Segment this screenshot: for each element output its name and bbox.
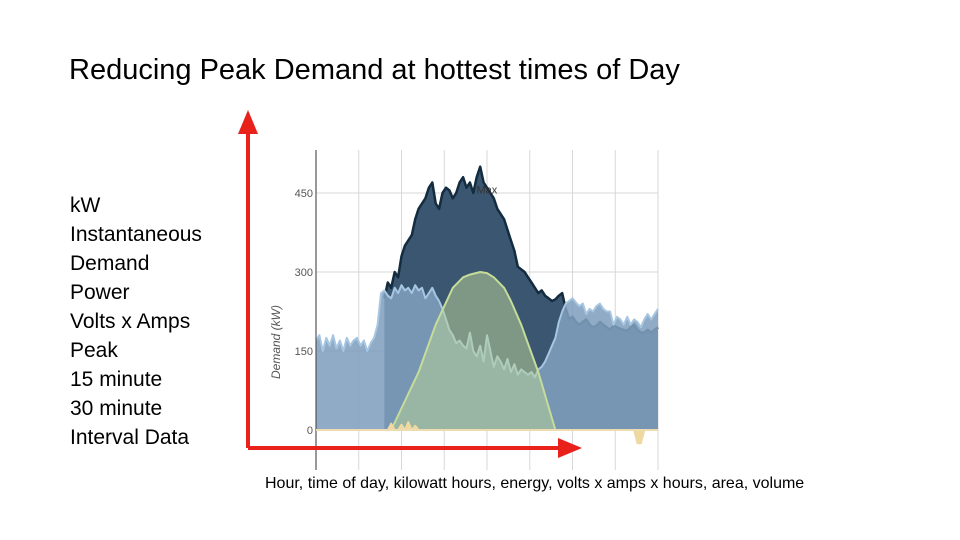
bullet-item: Power — [70, 281, 130, 304]
bullet-item: kW — [70, 194, 101, 217]
y-tick-label: 0 — [307, 425, 313, 437]
chart-axes — [315, 150, 658, 470]
axis-arrows — [238, 110, 582, 458]
bullet-item: Instantaneous — [70, 223, 202, 246]
horizontal-arrowhead — [558, 438, 582, 458]
bullet-item: 30 minute — [70, 397, 163, 420]
slide-title: Reducing Peak Demand at hottest times of… — [69, 54, 680, 86]
y-tick-label: 450 — [295, 188, 313, 200]
solar-area — [391, 272, 556, 430]
max-annotation: Max — [476, 184, 497, 196]
bullet-item: Peak — [70, 339, 118, 362]
bullet-item: Interval Data — [70, 426, 190, 449]
y-axis-label: Demand (kW) — [269, 305, 283, 379]
solar-line — [390, 271, 557, 431]
chart-tick-labels: 0 150 300 450 — [295, 188, 313, 437]
storage-area — [316, 422, 658, 444]
y-tick-label: 150 — [295, 346, 313, 358]
bullet-item: Volts x Amps — [70, 310, 191, 333]
y-tick-label: 300 — [295, 267, 313, 279]
chart-areas — [315, 165, 659, 445]
x-axis-caption: Hour, time of day, kilowatt hours, energ… — [265, 475, 805, 492]
bullet-item: 15 minute — [70, 368, 163, 391]
bullet-item: Demand — [70, 252, 150, 275]
bullet-list: kW Instantaneous Demand Power Volts x Am… — [70, 191, 202, 452]
vertical-arrowhead — [238, 110, 258, 134]
